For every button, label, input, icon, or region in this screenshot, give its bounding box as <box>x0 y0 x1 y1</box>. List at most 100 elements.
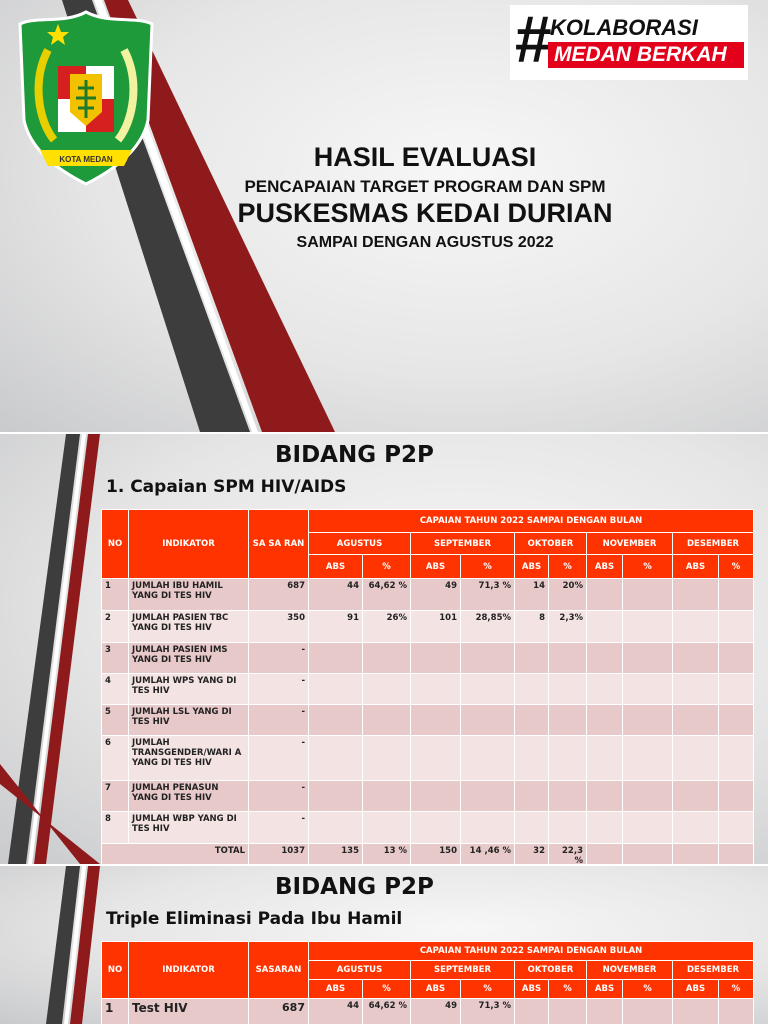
row-sasaran: 687 <box>248 578 309 611</box>
row-value <box>586 578 623 611</box>
total-value: 22,3 % <box>548 843 587 864</box>
header-month: SEPTEMBER <box>410 960 515 980</box>
row-value: 28,85% <box>460 610 515 643</box>
row-no: 1 <box>101 578 129 611</box>
row-value: 49 <box>410 998 461 1024</box>
header-sasaran: SASARAN <box>248 941 309 999</box>
row-value: 71,3 % <box>460 578 515 611</box>
row-indikator: JUMLAH PASIEN TBC YANG DI TES HIV <box>128 610 249 643</box>
row-sasaran: 687 <box>248 998 309 1024</box>
row-value <box>460 811 515 844</box>
header-month: NOVEMBER <box>586 532 673 555</box>
table-row: 7 JUMLAH PENASUN YANG DI TES HIV - <box>101 780 755 812</box>
total-value <box>622 843 673 864</box>
row-value <box>308 780 363 812</box>
header-abs: ABS <box>308 554 363 579</box>
row-value <box>410 673 461 705</box>
row-sasaran: - <box>248 780 309 812</box>
slide-title: HASIL EVALUASI <box>313 142 537 172</box>
row-value <box>514 780 549 812</box>
row-no: 8 <box>101 811 129 844</box>
row-value <box>672 780 719 812</box>
table-row: 1 Test HIV 687 44 64,62 % 49 71,3 % <box>101 998 755 1024</box>
row-indikator: JUMLAH WBP YANG DI TES HIV <box>128 811 249 844</box>
row-value <box>622 998 673 1024</box>
row-no: 4 <box>101 673 129 705</box>
header-month: NOVEMBER <box>586 960 673 980</box>
section-subheading: Triple Eliminasi Pada Ibu Hamil <box>106 909 403 929</box>
header-pct: % <box>548 554 587 579</box>
row-value <box>548 780 587 812</box>
header-pct: % <box>362 979 411 999</box>
triple-eliminasi-table: NO INDIKATOR SASARAN CAPAIAN TAHUN 2022 SAM… <box>101 941 755 1024</box>
header-month: SEPTEMBER <box>410 532 515 555</box>
row-value <box>717 610 755 643</box>
header-abs: ABS <box>672 554 719 579</box>
row-value <box>308 811 363 844</box>
row-value <box>410 704 461 736</box>
row-sasaran: - <box>248 811 309 844</box>
table-row: 6 JUMLAH TRANSGENDER/WARI A YANG DI TES H… <box>101 735 755 781</box>
row-value: 44 <box>308 998 363 1024</box>
row-value: 91 <box>308 610 363 643</box>
row-value <box>362 811 411 844</box>
row-value <box>586 642 623 674</box>
header-indikator: INDIKATOR <box>128 941 249 999</box>
header-month: AGUSTUS <box>308 532 411 555</box>
header-pct: % <box>622 979 673 999</box>
decorative-stripes <box>46 866 100 1024</box>
row-sasaran: - <box>248 642 309 674</box>
title-slide: KOTA MEDAN # KOLABORASI MEDAN BERKAH HAS… <box>0 0 768 432</box>
period: SAMPAI DENGAN AGUSTUS 2022 <box>296 234 554 251</box>
row-value <box>362 735 411 781</box>
section-heading: BIDANG P2P <box>275 442 434 468</box>
header-month: OKTOBER <box>514 960 587 980</box>
row-value <box>717 578 755 611</box>
row-value <box>362 642 411 674</box>
table-row: 8 JUMLAH WBP YANG DI TES HIV - <box>101 811 755 844</box>
total-value: 13 % <box>362 843 411 864</box>
row-no: 6 <box>101 735 129 781</box>
badge-line2: MEDAN BERKAH <box>548 42 744 68</box>
row-sasaran: 350 <box>248 610 309 643</box>
row-value <box>717 673 755 705</box>
header-abs: ABS <box>586 554 623 579</box>
row-value <box>460 704 515 736</box>
row-value <box>717 811 755 844</box>
row-value: 8 <box>514 610 549 643</box>
header-abs: ABS <box>672 979 719 999</box>
row-indikator: JUMLAH LSL YANG DI TES HIV <box>128 704 249 736</box>
header-abs: ABS <box>308 979 363 999</box>
row-value <box>548 998 587 1024</box>
row-value <box>672 704 719 736</box>
row-value <box>460 735 515 781</box>
row-value <box>410 780 461 812</box>
header-sasaran: SA SA RAN <box>248 509 309 579</box>
row-indikator: Test HIV <box>128 998 249 1024</box>
row-value <box>622 735 673 781</box>
total-value <box>586 843 623 864</box>
header-month: DESEMBER <box>671 960 755 980</box>
table-row: 1 JUMLAH IBU HAMIL YANG DI TES HIV 687 44 64… <box>101 578 755 611</box>
row-value <box>672 735 719 781</box>
row-value <box>514 642 549 674</box>
row-value <box>548 811 587 844</box>
header-pct: % <box>548 979 587 999</box>
row-value <box>514 998 549 1024</box>
row-value <box>672 578 719 611</box>
row-value <box>622 642 673 674</box>
row-value <box>622 704 673 736</box>
row-indikator: JUMLAH PENASUN YANG DI TES HIV <box>128 780 249 812</box>
row-value <box>460 642 515 674</box>
row-value <box>514 704 549 736</box>
row-value <box>717 642 755 674</box>
header-pct: % <box>622 554 673 579</box>
total-value: 135 <box>308 843 363 864</box>
row-value: 71,3 % <box>460 998 515 1024</box>
kolaborasi-medan-berkah-badge: # KOLABORASI MEDAN BERKAH <box>510 2 748 80</box>
row-value <box>410 811 461 844</box>
total-value <box>717 843 755 864</box>
row-value <box>622 780 673 812</box>
row-value <box>717 735 755 781</box>
row-value <box>548 642 587 674</box>
